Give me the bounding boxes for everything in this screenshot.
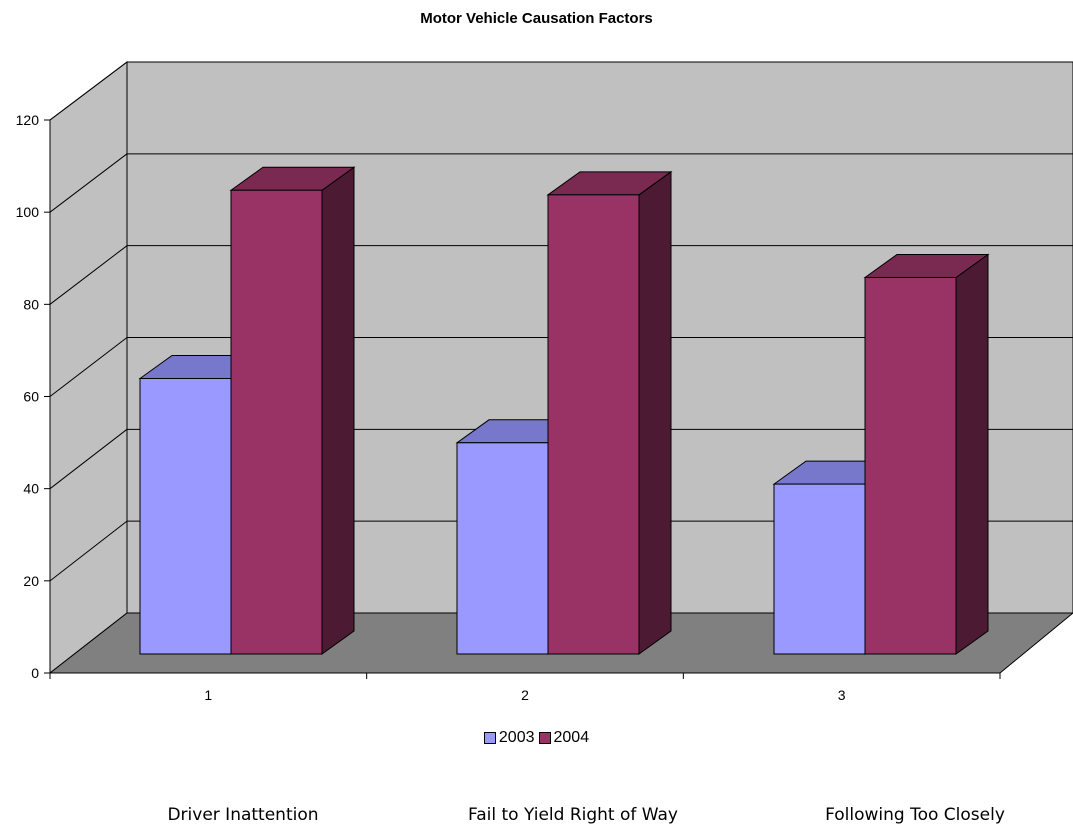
y-tick-label-100: 100 (16, 204, 40, 220)
legend: 2003 2004 (0, 729, 1073, 747)
x-tick-label-3: 3 (838, 687, 846, 703)
x-tick-label-2: 2 (521, 687, 529, 703)
legend-item-2003: 2003 (483, 729, 535, 747)
category-name-3: Following Too Closely (825, 805, 1005, 825)
bar-side-2004-3 (955, 253, 989, 655)
category-name-2: Fail to Yield Right of Way (468, 805, 678, 825)
gridline-side-40 (49, 428, 128, 490)
y-tick-label-0: 0 (31, 665, 39, 681)
legend-label-2004: 2004 (553, 729, 590, 746)
legend-item-2004: 2004 (538, 729, 590, 747)
y-tick-label-20: 20 (23, 573, 39, 589)
legend-label-2003: 2003 (498, 729, 535, 746)
bar-2003-3 (773, 483, 866, 655)
y-tick-label-80: 80 (23, 296, 39, 312)
bar-2004-1 (230, 189, 323, 655)
bar-2004-2 (547, 194, 640, 655)
bar-side-2004-1 (321, 166, 355, 655)
category-name-1: Driver Inattention (167, 805, 319, 825)
bar-side-2004-2 (638, 170, 672, 655)
bar-2003-1 (139, 378, 232, 655)
gridline-side-20 (49, 520, 128, 582)
y-tick-label-120: 120 (16, 112, 40, 128)
chart-title: Motor Vehicle Causation Factors (420, 10, 653, 27)
y-tick-label-40: 40 (23, 481, 39, 497)
y-tick-label-60: 60 (23, 389, 39, 405)
bar-2003-2 (456, 442, 549, 655)
gridline-side-120 (49, 61, 128, 121)
x-tick-label-1: 1 (204, 687, 212, 703)
gridline-side-100 (49, 153, 128, 213)
legend-swatch-2003 (483, 732, 496, 744)
legend-swatch-2004 (538, 732, 551, 744)
gridline-side-60 (49, 337, 128, 397)
bar-2004-3 (864, 276, 957, 655)
gridline-side-80 (49, 245, 128, 305)
